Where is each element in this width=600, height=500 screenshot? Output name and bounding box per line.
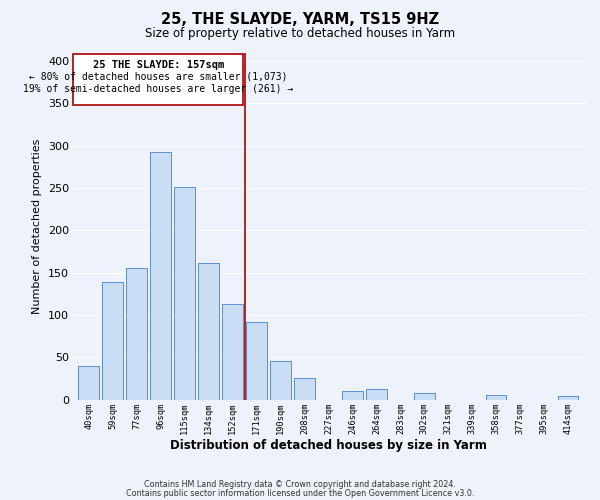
Text: 25, THE SLAYDE, YARM, TS15 9HZ: 25, THE SLAYDE, YARM, TS15 9HZ bbox=[161, 12, 439, 28]
Text: ← 80% of detached houses are smaller (1,073): ← 80% of detached houses are smaller (1,… bbox=[29, 72, 287, 82]
Bar bbox=[199, 264, 219, 400]
Bar bbox=[414, 393, 434, 400]
Bar bbox=[342, 391, 362, 400]
Text: 25 THE SLAYDE: 157sqm: 25 THE SLAYDE: 157sqm bbox=[92, 60, 224, 70]
Text: Contains public sector information licensed under the Open Government Licence v3: Contains public sector information licen… bbox=[126, 488, 474, 498]
Bar bbox=[127, 268, 147, 400]
Bar bbox=[151, 152, 171, 400]
FancyBboxPatch shape bbox=[73, 54, 244, 105]
Bar bbox=[366, 388, 386, 400]
Text: Size of property relative to detached houses in Yarm: Size of property relative to detached ho… bbox=[145, 28, 455, 40]
Bar bbox=[486, 396, 506, 400]
Bar bbox=[223, 304, 243, 400]
Text: Contains HM Land Registry data © Crown copyright and database right 2024.: Contains HM Land Registry data © Crown c… bbox=[144, 480, 456, 489]
Text: 19% of semi-detached houses are larger (261) →: 19% of semi-detached houses are larger (… bbox=[23, 84, 293, 94]
Bar bbox=[247, 322, 267, 400]
Bar bbox=[103, 282, 123, 400]
X-axis label: Distribution of detached houses by size in Yarm: Distribution of detached houses by size … bbox=[170, 440, 487, 452]
Y-axis label: Number of detached properties: Number of detached properties bbox=[32, 138, 43, 314]
Bar bbox=[558, 396, 578, 400]
Bar bbox=[271, 360, 290, 400]
Bar bbox=[175, 187, 195, 400]
Bar bbox=[294, 378, 314, 400]
Bar bbox=[79, 366, 99, 400]
